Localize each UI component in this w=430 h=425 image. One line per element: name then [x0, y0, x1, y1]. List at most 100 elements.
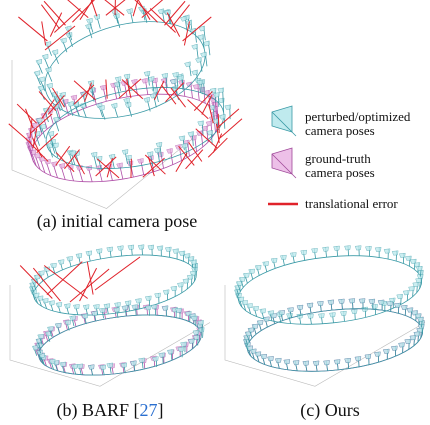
camera-frustum	[307, 314, 313, 319]
camera-frustum	[218, 98, 225, 103]
camera-frustum	[403, 290, 409, 295]
camera-frustum	[111, 103, 118, 108]
camera-frustum	[128, 245, 134, 250]
camera-frustum	[235, 285, 241, 290]
error-line	[17, 104, 37, 123]
camera-frustum	[94, 14, 101, 19]
camera-plots	[9, 0, 429, 386]
camera-frustum	[243, 273, 249, 278]
camera-frustum	[86, 251, 92, 256]
camera-frustum	[188, 132, 195, 137]
camera-frustum	[104, 304, 110, 309]
camera-frustum	[284, 360, 290, 365]
camera-frustum	[369, 299, 375, 304]
camera-frustum	[157, 246, 163, 251]
camera-frustum	[397, 294, 403, 299]
camera-frustum	[318, 313, 324, 318]
camera-frustum	[349, 299, 355, 304]
camera-frustum	[59, 163, 66, 168]
camera-frustum	[181, 342, 187, 347]
camera-frustum	[117, 163, 124, 168]
camera-frustum	[99, 308, 105, 313]
camera-frustum	[115, 302, 121, 307]
camera-frustum	[206, 121, 213, 126]
camera-frustum	[122, 306, 128, 311]
camera-frustum	[50, 263, 56, 268]
camera-frustum	[416, 278, 422, 283]
legend-icon-ground-truth	[272, 148, 296, 178]
citation[interactable]: 27	[140, 400, 158, 420]
camera-frustum	[324, 360, 330, 365]
camera-frustum	[45, 41, 52, 46]
error-line	[167, 13, 179, 37]
camera-ring	[240, 291, 428, 380]
camera-frustum	[359, 299, 365, 304]
camera-frustum	[301, 250, 307, 255]
camera-frustum	[384, 249, 390, 254]
caption: (c) Ours	[300, 400, 359, 421]
camera-frustum	[53, 117, 60, 122]
camera-frustum	[125, 301, 131, 306]
camera-frustum	[401, 305, 407, 310]
camera-frustum	[218, 88, 225, 93]
camera-frustum	[317, 301, 323, 306]
camera-frustum	[271, 314, 277, 319]
camera-frustum	[178, 347, 184, 352]
camera-frustum	[328, 300, 334, 305]
camera-frustum	[409, 286, 415, 291]
camera-frustum	[93, 304, 99, 309]
camera-frustum	[303, 361, 309, 366]
camera-frustum	[416, 266, 422, 271]
camera-frustum	[171, 286, 177, 291]
camera-frustum	[83, 305, 89, 310]
camera-frustum	[378, 300, 384, 305]
camera-frustum	[190, 28, 197, 33]
error-line	[213, 134, 221, 153]
camera-frustum	[193, 330, 199, 335]
camera-frustum	[117, 246, 123, 251]
camera-frustum	[329, 313, 335, 318]
camera-frustum	[173, 249, 179, 254]
camera-frustum	[323, 247, 329, 252]
camera-ring	[27, 58, 239, 185]
camera-frustum	[55, 323, 61, 328]
camera-frustum	[124, 98, 131, 103]
error-line	[44, 265, 88, 298]
camera-frustum	[52, 50, 59, 55]
camera-ring	[231, 237, 428, 332]
camera-frustum	[178, 76, 185, 81]
camera-frustum	[58, 260, 64, 265]
camera-frustum	[70, 316, 76, 321]
camera-frustum	[391, 346, 397, 351]
camera-frustum	[413, 282, 419, 287]
camera-frustum	[392, 251, 398, 256]
camera-frustum	[142, 78, 149, 83]
camera-frustum	[290, 252, 296, 257]
camera-frustum	[47, 326, 53, 331]
camera-frustum	[203, 41, 210, 46]
camera-frustum	[185, 62, 192, 67]
camera-frustum	[77, 364, 83, 369]
camera-frustum	[145, 296, 151, 301]
camera-frustum	[313, 361, 319, 366]
error-line	[217, 109, 239, 128]
camera-frustum	[42, 298, 48, 303]
camera-frustum	[155, 293, 161, 298]
error-line	[87, 262, 93, 295]
caption-text: (b) BARF [	[56, 400, 139, 421]
camera-frustum	[312, 248, 318, 253]
camera-frustum	[253, 306, 259, 311]
camera-frustum	[137, 158, 144, 163]
camera-frustum	[107, 363, 113, 368]
camera-frustum	[280, 255, 286, 260]
camera-frustum	[334, 360, 340, 365]
camera-frustum	[91, 152, 98, 157]
camera-frustum	[362, 307, 368, 312]
camera-frustum	[156, 142, 163, 147]
camera-frustum	[138, 245, 144, 250]
camera-frustum	[122, 149, 129, 154]
camera-frustum	[255, 265, 261, 270]
error-line	[208, 138, 227, 157]
camera-frustum	[47, 83, 54, 88]
camera-frustum	[152, 357, 158, 362]
